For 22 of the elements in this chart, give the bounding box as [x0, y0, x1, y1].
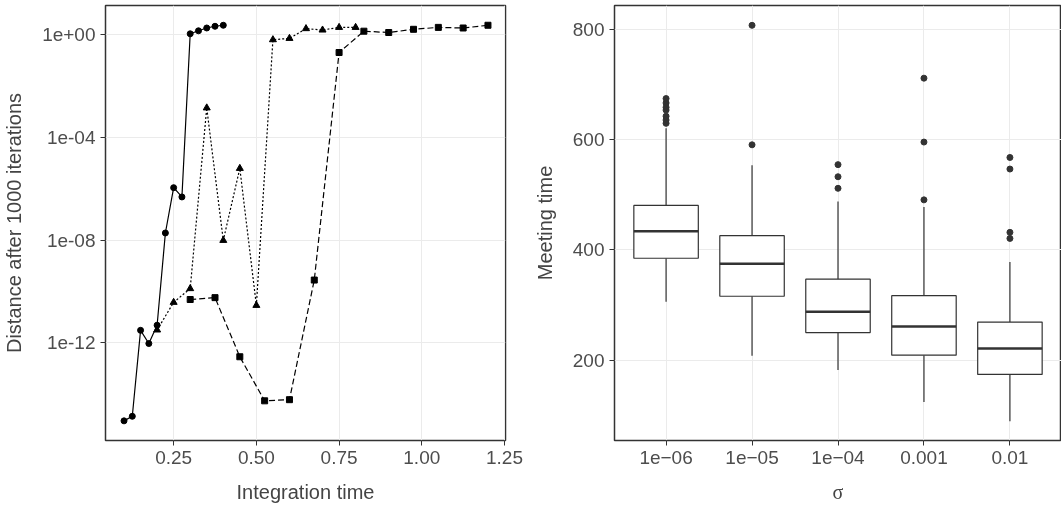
x-tick-label: 1e−06: [639, 446, 693, 468]
y-tick-label: 800: [572, 19, 605, 41]
y-axis-title: Meeting time: [533, 165, 556, 281]
x-tick-label: 1.00: [403, 446, 441, 468]
x-tick-label: 1.25: [486, 446, 523, 468]
x-tick-label: 0.25: [155, 446, 193, 468]
y-tick-label: 200: [572, 349, 605, 371]
y-tick-label: 1e-04: [46, 126, 96, 148]
x-axis-title: σ: [832, 480, 844, 503]
x-tick-label: 1e−04: [811, 446, 866, 468]
y-tick-label: 1e-08: [46, 229, 96, 251]
y-axis-title: Distance after 1000 iterations: [3, 92, 26, 354]
x-tick-label: 0.50: [237, 446, 275, 468]
y-tick-label: 400: [572, 239, 605, 261]
x-axis-title: Integration time: [236, 480, 375, 503]
x-tick-label: 0.01: [991, 446, 1029, 468]
y-tick-label: 600: [572, 129, 605, 151]
x-tick-label: 1e−05: [725, 446, 779, 468]
x-tick-label: 0.001: [900, 446, 948, 468]
x-tick-label: 0.75: [320, 446, 358, 468]
y-tick-label: 1e-12: [46, 332, 96, 354]
y-tick-label: 1e+00: [42, 24, 96, 46]
